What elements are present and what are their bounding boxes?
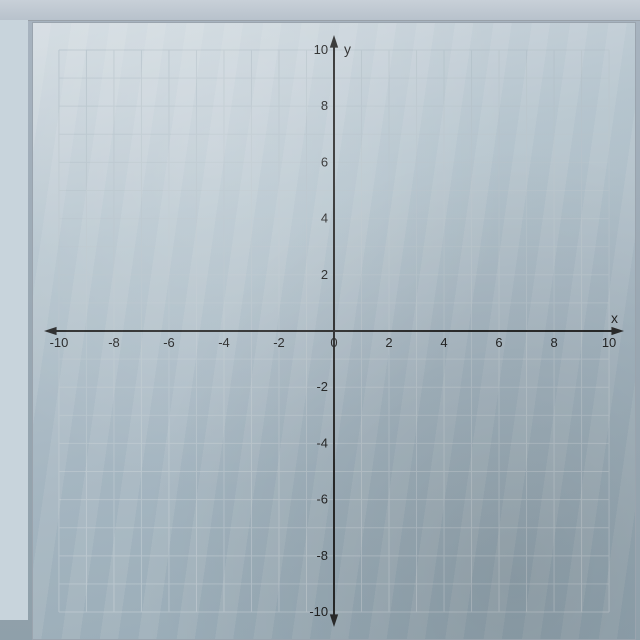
svg-text:-8: -8 (317, 548, 329, 563)
svg-text:2: 2 (385, 335, 392, 350)
svg-text:-2: -2 (273, 335, 285, 350)
svg-text:8: 8 (321, 98, 328, 113)
svg-text:10: 10 (602, 335, 616, 350)
svg-text:-8: -8 (108, 335, 120, 350)
svg-text:4: 4 (440, 335, 447, 350)
svg-text:10: 10 (314, 42, 328, 57)
svg-text:-6: -6 (317, 492, 329, 507)
coordinate-plane-svg: -10 -8 -6 -4 -2 0 2 4 6 8 10 -10 -8 -6 -4 -2 2 4 6 8 10 x y (41, 31, 627, 631)
svg-text:-4: -4 (218, 335, 230, 350)
svg-text:x: x (611, 310, 618, 326)
svg-text:y: y (344, 41, 351, 57)
svg-text:0: 0 (330, 335, 337, 350)
svg-text:2: 2 (321, 267, 328, 282)
screenshot-root: -10 -8 -6 -4 -2 0 2 4 6 8 10 -10 -8 -6 -4 -2 2 4 6 8 10 x y (0, 0, 640, 640)
window-toolbar (0, 0, 640, 21)
svg-text:-10: -10 (309, 604, 328, 619)
svg-text:8: 8 (550, 335, 557, 350)
svg-text:6: 6 (321, 154, 328, 169)
svg-text:-4: -4 (317, 435, 329, 450)
svg-text:4: 4 (321, 211, 328, 226)
svg-text:6: 6 (495, 335, 502, 350)
graph-panel: -10 -8 -6 -4 -2 0 2 4 6 8 10 -10 -8 -6 -4 -2 2 4 6 8 10 x y (32, 22, 636, 640)
svg-text:-6: -6 (163, 335, 175, 350)
svg-text:-2: -2 (317, 379, 329, 394)
coordinate-plane: -10 -8 -6 -4 -2 0 2 4 6 8 10 -10 -8 -6 -4 -2 2 4 6 8 10 x y (41, 31, 627, 631)
svg-text:-10: -10 (50, 335, 69, 350)
window-sidebar (0, 20, 28, 620)
